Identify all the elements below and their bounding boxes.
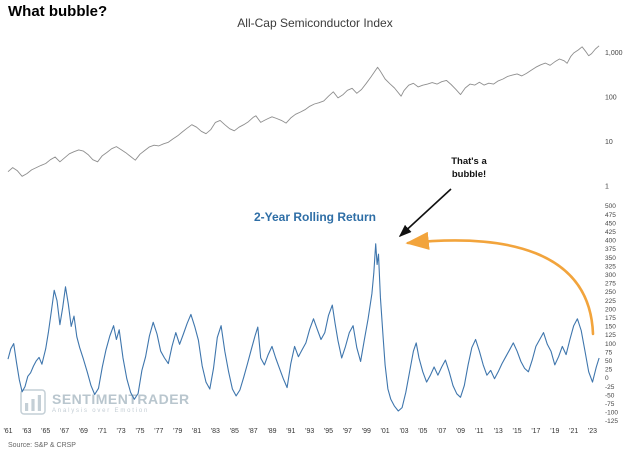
return-axis-tick-label: 425 <box>605 229 616 236</box>
top-chart-title: All-Cap Semiconductor Index <box>237 16 393 30</box>
return-axis-tick-label: -75 <box>605 401 615 408</box>
index-line <box>7 45 600 177</box>
return-axis-tick-label: 375 <box>605 246 616 253</box>
page-title: What bubble? <box>8 3 108 20</box>
x-axis-tick-label: '69 <box>79 428 88 435</box>
bubble-annotation-line1: That's a <box>451 156 487 167</box>
return-axis-tick-label: 250 <box>605 289 616 296</box>
watermark: SENTIMENTRADER Analysis over Emotion <box>20 389 190 415</box>
return-axis-tick-label: 500 <box>605 203 616 210</box>
x-axis-tick-label: '79 <box>173 428 182 435</box>
bubble-annotation: That's a bubble! <box>431 155 507 182</box>
x-axis-tick-label: '05 <box>418 428 427 435</box>
x-axis-tick-label: '21 <box>569 428 578 435</box>
index-axis-tick-label: 1 <box>605 184 609 191</box>
x-axis-tick-label: '97 <box>343 428 352 435</box>
x-axis-tick-label: '87 <box>249 428 258 435</box>
return-axis-tick-label: 450 <box>605 220 616 227</box>
bubble-arrow <box>398 188 452 238</box>
x-axis-tick-label: '19 <box>550 428 559 435</box>
return-axis-tick-label: 25 <box>605 367 613 374</box>
return-axis-tick-label: 325 <box>605 263 616 270</box>
source-note: Source: S&P & CRSP <box>8 442 76 449</box>
x-axis-tick-label: '71 <box>98 428 107 435</box>
x-axis-tick-label: '85 <box>230 428 239 435</box>
return-axis-tick-label: 125 <box>605 332 616 339</box>
return-axis-tick-label: 75 <box>605 349 613 356</box>
x-axis-tick-label: '15 <box>513 428 522 435</box>
return-axis-tick-label: -100 <box>605 410 618 417</box>
x-axis-tick-label: '63 <box>22 428 31 435</box>
index-axis-tick-label: 10 <box>605 139 613 146</box>
x-axis-tick-label: '09 <box>456 428 465 435</box>
swoosh-arrow <box>405 231 595 336</box>
bubble-annotation-line2: bubble! <box>451 169 487 181</box>
return-axis-tick-label: 175 <box>605 315 616 322</box>
x-axis-tick-label: '11 <box>475 428 484 435</box>
x-axis-tick-label: '03 <box>399 428 408 435</box>
return-axis-tick-label: 225 <box>605 298 616 305</box>
x-axis-tick-label: '81 <box>192 428 201 435</box>
annotation-layer <box>398 188 595 336</box>
x-axis-tick-label: '65 <box>41 428 50 435</box>
return-axis-tick-label: 300 <box>605 272 616 279</box>
return-axis-tick-label: 100 <box>605 341 616 348</box>
return-axis-tick-label: 0 <box>605 375 609 382</box>
return-line <box>7 243 600 412</box>
return-axis-tick-label: 275 <box>605 281 616 288</box>
watermark-tagline: Analysis over Emotion <box>52 407 150 414</box>
x-axis-tick-label: '07 <box>437 428 446 435</box>
x-axis-tick-label: '01 <box>381 428 390 435</box>
x-axis-tick-label: '73 <box>117 428 126 435</box>
x-axis-tick-label: '67 <box>60 428 69 435</box>
x-axis-tick-label: '77 <box>154 428 163 435</box>
x-axis-tick-label: '13 <box>494 428 503 435</box>
x-axis-tick-label: '61 <box>3 428 12 435</box>
return-axis-tick-label: -50 <box>605 392 615 399</box>
x-axis-tick-label: '91 <box>286 428 295 435</box>
return-axis-tick-label: 50 <box>605 358 613 365</box>
return-axis-tick-label: 200 <box>605 306 616 313</box>
x-axis-tick-label: '99 <box>362 428 371 435</box>
return-axis-tick-label: -25 <box>605 384 615 391</box>
data-layer: 1,00010010150047545042540037535032530027… <box>3 45 623 435</box>
x-axis-tick-label: '95 <box>324 428 333 435</box>
return-axis-tick-label: 150 <box>605 324 616 331</box>
sentimentrader-logo-icon <box>20 389 46 415</box>
x-axis-tick-label: '83 <box>211 428 220 435</box>
watermark-brand: SENTIMENTRADER <box>52 390 190 407</box>
return-axis-tick-label: 350 <box>605 255 616 262</box>
bottom-chart-title: 2-Year Rolling Return <box>253 210 377 224</box>
return-axis-tick-label: 475 <box>605 212 616 219</box>
x-axis-tick-label: '93 <box>305 428 314 435</box>
x-axis-tick-label: '89 <box>267 428 276 435</box>
return-axis-tick-label: 400 <box>605 238 616 245</box>
return-axis-tick-label: -125 <box>605 418 618 425</box>
index-axis-tick-label: 100 <box>605 95 617 102</box>
index-axis-tick-label: 1,000 <box>605 50 623 57</box>
x-axis-tick-label: '17 <box>531 428 540 435</box>
x-axis-tick-label: '23 <box>588 428 597 435</box>
watermark-text: SENTIMENTRADER Analysis over Emotion <box>52 391 190 414</box>
x-axis-tick-label: '75 <box>135 428 144 435</box>
